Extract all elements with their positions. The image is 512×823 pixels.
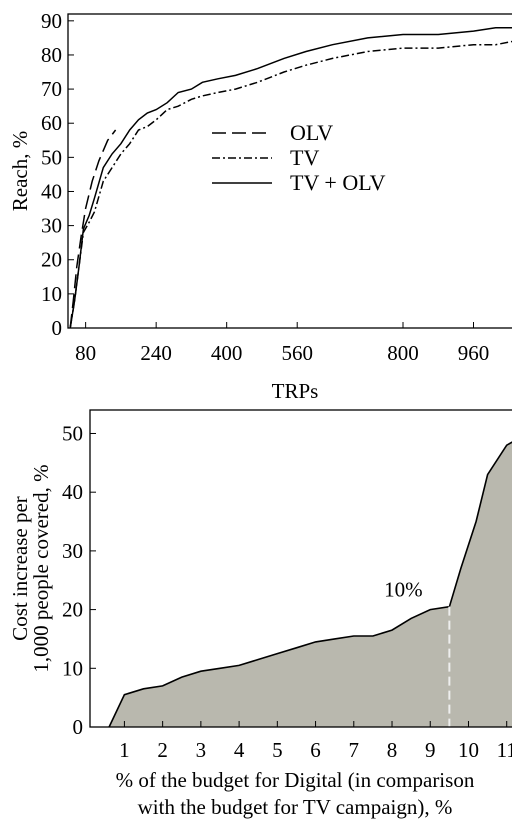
x-tick-label: 400	[211, 341, 243, 365]
y-axis-label: 1,000 people covered, %	[29, 464, 53, 672]
y-tick-label: 0	[73, 715, 84, 739]
y-tick-label: 10	[41, 282, 62, 306]
x-axis-label: with the budget for TV campaign), %	[138, 795, 453, 819]
legend-label: TV + OLV	[290, 170, 386, 195]
y-tick-label: 90	[41, 9, 62, 33]
y-tick-label: 50	[62, 421, 83, 445]
x-axis-label: % of the budget for Digital (in comparis…	[116, 768, 475, 792]
x-axis-label: TRPs	[272, 379, 319, 403]
x-tick-label: 800	[387, 341, 419, 365]
y-tick-label: 40	[62, 480, 83, 504]
legend-label: TV	[290, 145, 319, 170]
x-tick-label: 7	[349, 738, 360, 762]
series-line	[69, 26, 512, 329]
y-tick-label: 60	[41, 111, 62, 135]
x-tick-label: 3	[196, 738, 207, 762]
x-tick-label: 80	[75, 341, 96, 365]
legend-label: OLV	[290, 120, 333, 145]
x-tick-label: 1	[119, 738, 130, 762]
y-tick-label: 30	[62, 539, 83, 563]
area-fill	[109, 442, 512, 727]
x-tick-label: 4	[234, 738, 245, 762]
annotation-label: 10%	[384, 578, 423, 602]
x-tick-label: 11	[497, 738, 512, 762]
series-line	[69, 129, 117, 329]
y-tick-label: 30	[41, 214, 62, 238]
plot-frame	[89, 409, 512, 728]
y-axis-label: Reach, %	[8, 131, 32, 211]
y-tick-label: 40	[41, 179, 62, 203]
x-tick-label: 560	[281, 341, 313, 365]
y-tick-label: 20	[62, 598, 83, 622]
cost-chart: 10% 0 10 20 30 40 50 1 2 3 4 5 6 7 8 9 10 11 % of the budg…	[8, 409, 512, 819]
y-tick-label: 50	[41, 145, 62, 169]
y-tick-label: 20	[41, 248, 62, 272]
y-tick-label: 70	[41, 77, 62, 101]
x-tick-label: 9	[425, 738, 436, 762]
plot-frame	[67, 13, 512, 329]
x-tick-label: 2	[157, 738, 168, 762]
y-tick-label: 80	[41, 43, 62, 67]
y-tick-label: 10	[62, 656, 83, 680]
x-tick-label: 240	[140, 341, 172, 365]
reach-chart: 0 10 20 30 40 50 60 70 80 90 80 240 400 560 800 960 TRPs…	[8, 9, 512, 403]
y-tick-label: 0	[52, 316, 63, 340]
x-tick-label: 5	[272, 738, 283, 762]
series-line	[69, 40, 512, 329]
x-tick-label: 6	[310, 738, 321, 762]
y-axis-label: Cost increase per	[8, 496, 32, 641]
x-tick-label: 8	[387, 738, 398, 762]
x-tick-label: 10	[458, 738, 479, 762]
x-tick-label: 960	[458, 341, 490, 365]
area-outline	[108, 441, 512, 728]
